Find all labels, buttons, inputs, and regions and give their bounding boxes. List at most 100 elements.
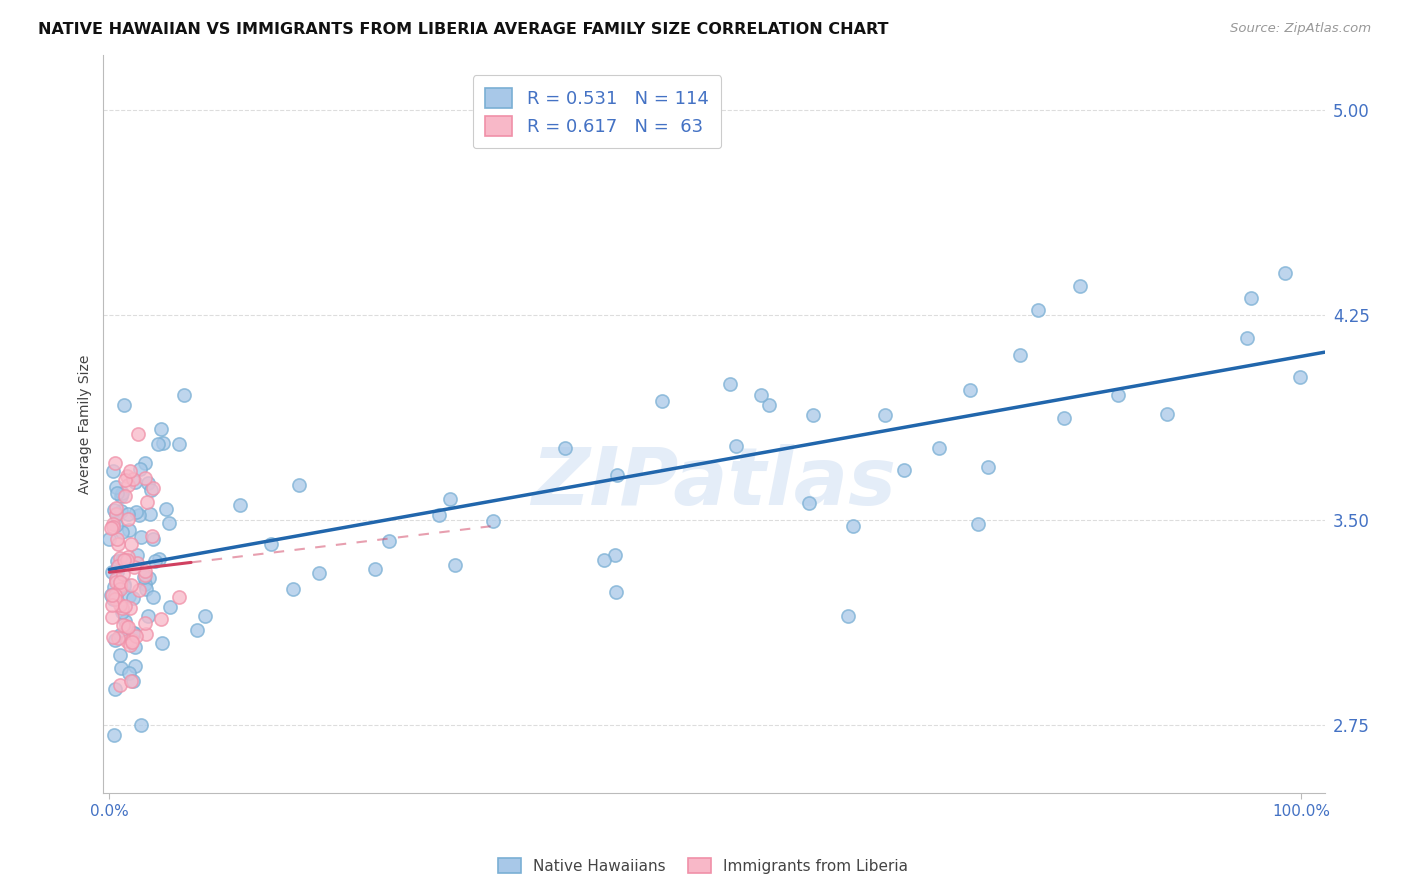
Point bbox=[104, 456, 127, 470]
Point bbox=[115, 634, 138, 648]
Point bbox=[124, 629, 146, 643]
Point bbox=[138, 571, 160, 585]
Point bbox=[875, 408, 897, 422]
Point bbox=[127, 548, 149, 562]
Point bbox=[122, 674, 145, 689]
Point bbox=[893, 463, 915, 477]
Point bbox=[1240, 291, 1263, 305]
Point bbox=[1026, 303, 1049, 318]
Point bbox=[112, 577, 135, 591]
Point bbox=[118, 600, 141, 615]
Point bbox=[148, 437, 170, 451]
Point bbox=[378, 534, 401, 549]
Point bbox=[260, 537, 283, 551]
Point bbox=[104, 681, 127, 696]
Point bbox=[105, 485, 128, 500]
Point bbox=[124, 658, 146, 673]
Point bbox=[159, 599, 181, 614]
Point bbox=[101, 464, 124, 478]
Y-axis label: Average Family Size: Average Family Size bbox=[79, 354, 93, 493]
Point bbox=[1289, 369, 1312, 384]
Point bbox=[101, 517, 124, 532]
Point bbox=[120, 578, 142, 592]
Point bbox=[110, 628, 132, 642]
Point bbox=[104, 591, 127, 606]
Point bbox=[101, 520, 124, 534]
Point bbox=[142, 590, 165, 604]
Point bbox=[129, 530, 152, 544]
Point bbox=[842, 518, 865, 533]
Point bbox=[554, 442, 576, 456]
Point bbox=[111, 618, 134, 632]
Point bbox=[429, 508, 451, 522]
Point bbox=[124, 505, 146, 519]
Point bbox=[120, 639, 142, 653]
Point bbox=[107, 537, 129, 551]
Point bbox=[127, 427, 149, 442]
Point bbox=[121, 635, 143, 649]
Point bbox=[651, 394, 673, 409]
Text: Source: ZipAtlas.com: Source: ZipAtlas.com bbox=[1230, 22, 1371, 36]
Point bbox=[110, 660, 132, 674]
Point bbox=[103, 503, 125, 517]
Legend: Native Hawaiians, Immigrants from Liberia: Native Hawaiians, Immigrants from Liberi… bbox=[492, 852, 914, 880]
Point bbox=[751, 388, 773, 402]
Point bbox=[100, 589, 122, 603]
Point bbox=[98, 532, 121, 546]
Point bbox=[1274, 266, 1296, 280]
Point bbox=[114, 599, 136, 613]
Point bbox=[107, 631, 129, 645]
Point bbox=[121, 591, 143, 606]
Point bbox=[104, 518, 127, 533]
Point bbox=[103, 581, 125, 595]
Point bbox=[110, 504, 132, 518]
Point bbox=[977, 460, 1000, 475]
Point bbox=[718, 377, 741, 392]
Point bbox=[122, 625, 145, 640]
Point bbox=[111, 567, 134, 582]
Point bbox=[125, 556, 148, 570]
Point bbox=[101, 565, 124, 579]
Point bbox=[136, 609, 159, 624]
Point bbox=[152, 436, 174, 450]
Point bbox=[112, 553, 135, 567]
Point bbox=[1069, 279, 1091, 293]
Point bbox=[108, 648, 131, 662]
Point bbox=[117, 550, 139, 565]
Point bbox=[105, 554, 128, 568]
Point bbox=[120, 673, 142, 688]
Point bbox=[118, 589, 141, 603]
Point bbox=[108, 582, 131, 596]
Point bbox=[967, 516, 990, 531]
Point bbox=[758, 399, 780, 413]
Point bbox=[444, 558, 467, 573]
Point bbox=[135, 626, 157, 640]
Point bbox=[135, 582, 157, 597]
Point bbox=[928, 442, 950, 456]
Point bbox=[108, 550, 131, 565]
Point bbox=[157, 516, 180, 530]
Point bbox=[124, 475, 146, 489]
Point bbox=[100, 520, 122, 534]
Point bbox=[101, 630, 124, 644]
Point bbox=[112, 579, 135, 593]
Point bbox=[193, 609, 215, 624]
Point bbox=[148, 552, 170, 566]
Point bbox=[104, 633, 127, 648]
Point bbox=[117, 507, 139, 521]
Point bbox=[108, 575, 131, 590]
Point bbox=[105, 533, 128, 547]
Point bbox=[103, 727, 125, 741]
Point bbox=[114, 619, 136, 633]
Point bbox=[186, 623, 208, 637]
Point bbox=[603, 548, 626, 562]
Point bbox=[111, 605, 134, 619]
Point bbox=[288, 477, 311, 491]
Point bbox=[107, 584, 129, 599]
Point bbox=[120, 464, 142, 478]
Point bbox=[120, 537, 142, 551]
Point bbox=[121, 472, 143, 486]
Point bbox=[167, 436, 190, 450]
Point bbox=[100, 589, 122, 603]
Point bbox=[122, 625, 145, 640]
